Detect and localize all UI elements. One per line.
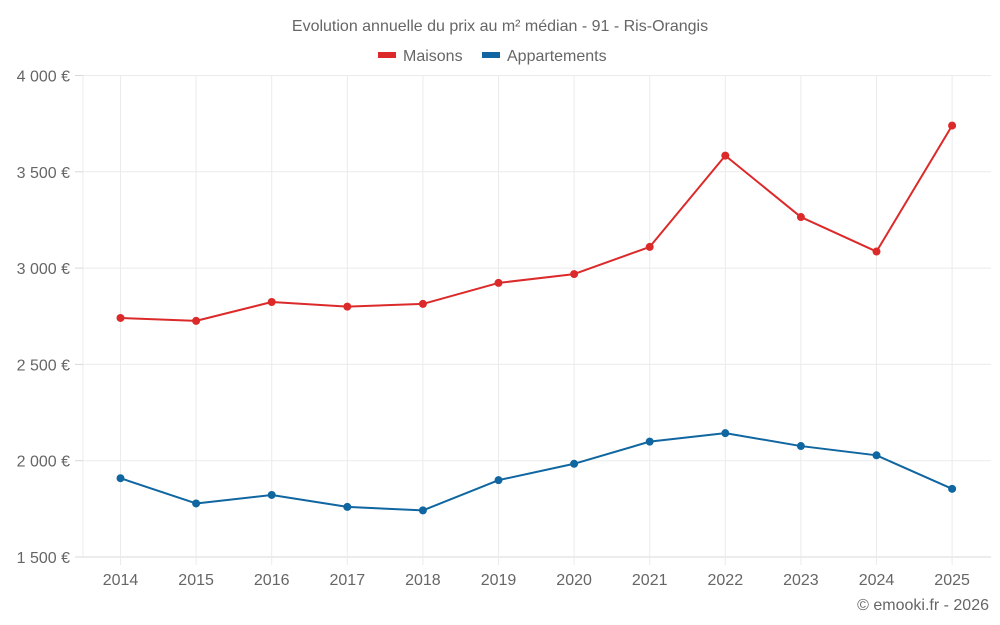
y-tick-label: 3 000 €: [17, 261, 70, 278]
data-point[interactable]: [267, 490, 276, 499]
y-tick-label: 2 500 €: [17, 357, 70, 374]
data-point[interactable]: [645, 242, 654, 251]
credit-text: © emooki.fr - 2026: [857, 597, 989, 614]
data-point[interactable]: [418, 506, 427, 515]
legend-swatch: [482, 52, 500, 58]
legend-label: Maisons: [403, 48, 463, 65]
legend-swatch: [378, 52, 396, 58]
y-tick-label: 2 000 €: [17, 454, 70, 471]
series-appartements: [116, 429, 957, 515]
x-tick-label: 2025: [934, 572, 970, 589]
x-tick-label: 2016: [254, 572, 290, 589]
legend-item-maisons[interactable]: Maisons: [378, 48, 463, 65]
data-point[interactable]: [872, 451, 881, 460]
data-point[interactable]: [948, 121, 957, 130]
x-tick-label: 2018: [405, 572, 441, 589]
data-point[interactable]: [116, 474, 125, 483]
y-axis: 1 500 € 2 000 € 2 500 € 3 000 € 3 500 € 4 000…: [17, 69, 83, 567]
x-tick-label: 2020: [556, 572, 592, 589]
data-point[interactable]: [721, 151, 730, 160]
data-point[interactable]: [267, 297, 276, 306]
data-point[interactable]: [192, 499, 201, 508]
data-point[interactable]: [116, 313, 125, 322]
series-line: [120, 125, 953, 322]
data-point[interactable]: [343, 302, 352, 311]
data-point[interactable]: [494, 278, 503, 287]
data-point[interactable]: [645, 437, 654, 446]
data-point[interactable]: [192, 316, 201, 325]
y-tick-label: 4 000 €: [17, 69, 70, 86]
legend: Maisons Appartements: [378, 48, 607, 65]
x-tick-label: 2022: [708, 572, 744, 589]
x-tick-label: 2019: [481, 572, 517, 589]
x-tick-label: 2021: [632, 572, 668, 589]
series-line: [120, 432, 953, 512]
data-point[interactable]: [570, 459, 579, 468]
x-tick-label: 2014: [103, 572, 139, 589]
y-tick-label: 1 500 €: [17, 550, 70, 567]
data-point[interactable]: [796, 442, 805, 451]
x-axis: 2014 2015 2016 2017 2018 2019 2020 2021 2022 2023…: [103, 572, 970, 589]
data-point[interactable]: [948, 484, 957, 493]
series-layer: [116, 121, 957, 515]
chart-title: Evolution annuelle du prix au m² médian …: [292, 18, 708, 35]
y-tick-label: 3 500 €: [17, 165, 70, 182]
x-tick-label: 2015: [178, 572, 214, 589]
data-point[interactable]: [872, 247, 881, 256]
legend-item-appartements[interactable]: Appartements: [482, 48, 607, 65]
grid: [82, 75, 991, 565]
x-tick-label: 2024: [859, 572, 895, 589]
x-tick-label: 2023: [783, 572, 819, 589]
data-point[interactable]: [343, 502, 352, 511]
data-point[interactable]: [494, 476, 503, 485]
data-point[interactable]: [721, 429, 730, 438]
data-point[interactable]: [570, 270, 579, 279]
series-maisons: [116, 121, 957, 325]
data-point[interactable]: [796, 213, 805, 222]
data-point[interactable]: [418, 299, 427, 308]
legend-label: Appartements: [507, 48, 607, 65]
x-tick-label: 2017: [330, 572, 366, 589]
